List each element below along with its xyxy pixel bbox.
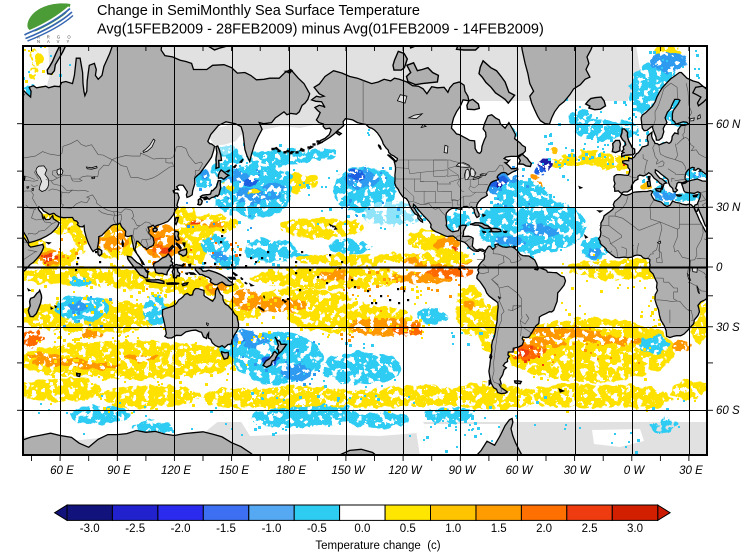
svg-text:120 W: 120 W — [388, 465, 422, 477]
svg-text:60 E: 60 E — [50, 465, 74, 477]
svg-text:2.0: 2.0 — [536, 523, 552, 535]
svg-text:30 S: 30 S — [716, 322, 740, 334]
svg-text:-1.0: -1.0 — [262, 523, 282, 535]
svg-text:180 E: 180 E — [276, 465, 306, 477]
svg-text:-2.0: -2.0 — [171, 523, 191, 535]
svg-text:30 N: 30 N — [716, 202, 741, 214]
svg-text:120 E: 120 E — [161, 465, 191, 477]
svg-text:1.0: 1.0 — [445, 523, 461, 535]
svg-text:-0.5: -0.5 — [307, 523, 327, 535]
svg-text:60 N: 60 N — [716, 119, 741, 131]
svg-text:150 W: 150 W — [331, 465, 365, 477]
svg-text:90 W: 90 W — [449, 465, 477, 477]
svg-text:-1.5: -1.5 — [216, 523, 236, 535]
svg-text:30 W: 30 W — [564, 465, 592, 477]
svg-text:-3.0: -3.0 — [80, 523, 100, 535]
svg-text:90 E: 90 E — [107, 465, 131, 477]
svg-text:Temperature change (c): Temperature change (c) — [315, 540, 440, 552]
svg-text:30 E: 30 E — [679, 465, 703, 477]
svg-text:0 W: 0 W — [624, 465, 646, 477]
svg-text:Avg(15FEB2009 - 28FEB2009) min: Avg(15FEB2009 - 28FEB2009) minus Avg(01F… — [97, 22, 544, 38]
svg-text:Change in SemiMonthly Sea Surf: Change in SemiMonthly Sea Surface Temper… — [97, 3, 420, 19]
svg-text:60 S: 60 S — [716, 405, 740, 417]
svg-text:A R G O: A R G O — [37, 35, 74, 40]
svg-text:1.5: 1.5 — [491, 523, 507, 535]
svg-text:0.0: 0.0 — [354, 523, 370, 535]
svg-text:N A V Y: N A V Y — [37, 39, 72, 44]
svg-text:0: 0 — [716, 262, 723, 274]
svg-text:150 E: 150 E — [219, 465, 249, 477]
svg-text:2.5: 2.5 — [582, 523, 598, 535]
svg-text:60 W: 60 W — [506, 465, 534, 477]
svg-text:0.5: 0.5 — [400, 523, 416, 535]
svg-text:3.0: 3.0 — [627, 523, 643, 535]
svg-text:-2.5: -2.5 — [125, 523, 145, 535]
